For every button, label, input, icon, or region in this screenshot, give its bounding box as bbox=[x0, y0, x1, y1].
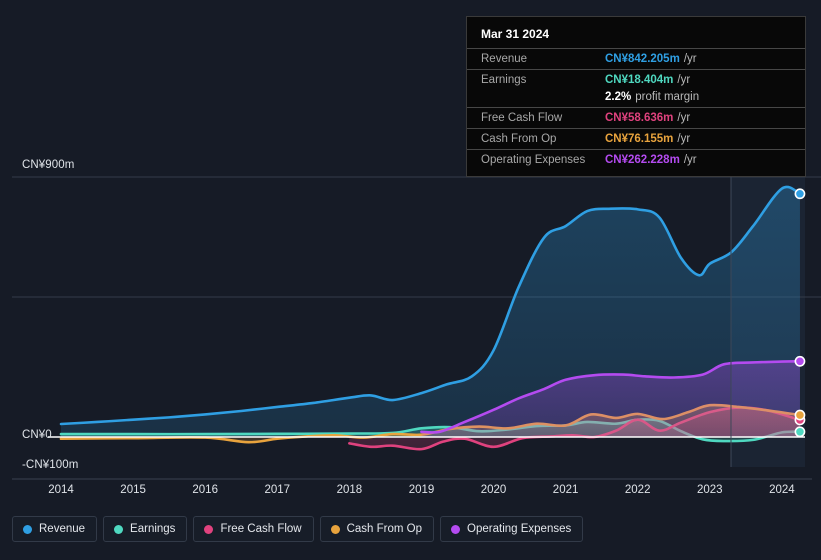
endpoint-dot-earnings[interactable] bbox=[794, 426, 806, 438]
legend-color-dot-icon bbox=[451, 524, 461, 534]
tooltip-row: Operating Expenses CN¥262.228m/yr bbox=[467, 149, 805, 170]
legend-item-label: Cash From Op bbox=[346, 523, 423, 535]
tooltip-row-suffix: /yr bbox=[683, 53, 697, 65]
tooltip-row-suffix: /yr bbox=[683, 154, 697, 166]
series-area-operating-expenses bbox=[421, 361, 800, 437]
x-axis-tick-2020: 2020 bbox=[480, 484, 507, 496]
tooltip-row: Free Cash Flow CN¥58.636m/yr bbox=[467, 107, 805, 128]
tooltip-row-value: CN¥58.636m bbox=[605, 112, 674, 124]
x-axis-tick-2018: 2018 bbox=[336, 484, 363, 496]
legend-item-operating-expenses[interactable]: Operating Expenses bbox=[440, 516, 584, 542]
financial-chart[interactable]: CN¥900m CN¥0 -CN¥100m 2014 2015 2016 2017 20… bbox=[0, 0, 821, 505]
x-axis-labels: 2014 2015 2016 2017 2018 2019 2020 2021 2022 2023… bbox=[0, 484, 821, 502]
endpoint-dot-cash-from-op[interactable] bbox=[794, 409, 806, 421]
x-axis-tick-2019: 2019 bbox=[408, 484, 435, 496]
tooltip-row-label: Earnings bbox=[481, 74, 527, 86]
endpoint-dot-operating-expenses[interactable] bbox=[794, 355, 806, 367]
legend-item-label: Earnings bbox=[130, 523, 176, 535]
tooltip-row-label: Free Cash Flow bbox=[481, 112, 563, 124]
tooltip-date: Mar 31 2024 bbox=[481, 27, 550, 41]
tooltip-row-suffix: /yr bbox=[677, 112, 691, 124]
endpoint-markers bbox=[794, 188, 806, 438]
tooltip-row-value: CN¥262.228m bbox=[605, 154, 680, 166]
tooltip-row: Cash From Op CN¥76.155m/yr bbox=[467, 128, 805, 149]
tooltip-row-label: Revenue bbox=[481, 53, 528, 65]
tooltip-row: 2.2% profit margin bbox=[467, 90, 805, 107]
legend-color-dot-icon bbox=[330, 524, 340, 534]
endpoint-dot-revenue[interactable] bbox=[794, 188, 806, 200]
tooltip-row-suffix: /yr bbox=[677, 133, 691, 145]
series-line-operating-expenses[interactable] bbox=[420, 360, 802, 434]
tooltip-row: Earnings CN¥18.404m/yr bbox=[467, 69, 805, 90]
chart-canvas[interactable] bbox=[0, 0, 821, 505]
tooltip-rows: Revenue CN¥842.205m/yr Earnings CN¥18.404m /… bbox=[467, 48, 805, 170]
legend-item-label: Operating Expenses bbox=[467, 523, 572, 535]
x-axis-tick-2016: 2016 bbox=[192, 484, 218, 496]
legend-color-dot-icon bbox=[23, 524, 32, 534]
x-axis-tick-2023: 2023 bbox=[697, 484, 723, 496]
chart-legend[interactable]: Revenue Earnings Free Cash Flow Cash From O… bbox=[12, 516, 584, 542]
legend-item-label: Free Cash Flow bbox=[220, 523, 302, 535]
series-line-revenue[interactable] bbox=[59, 185, 802, 426]
legend-item-earnings[interactable]: Earnings bbox=[103, 516, 188, 542]
y-axis-top-label: CN¥900m bbox=[22, 159, 75, 171]
tooltip-row-value: CN¥842.205m bbox=[605, 53, 680, 65]
tooltip-row-suffix: /yr bbox=[677, 74, 691, 86]
legend-color-dot-icon bbox=[114, 524, 124, 534]
chart-tooltip: Mar 31 2024 Revenue CN¥842.205m/yr Earning… bbox=[466, 16, 806, 177]
tooltip-row-value: 2.2% bbox=[605, 91, 632, 103]
x-axis-tick-2024: 2024 bbox=[769, 484, 795, 496]
tooltip-row: Revenue CN¥842.205m/yr bbox=[467, 48, 805, 69]
x-axis-tick-2017: 2017 bbox=[264, 484, 291, 496]
x-axis-tick-2015: 2015 bbox=[120, 484, 146, 496]
legend-item-label: Revenue bbox=[39, 523, 86, 535]
tooltip-row-suffix: profit margin bbox=[635, 91, 700, 103]
x-axis-tick-2014: 2014 bbox=[48, 484, 74, 496]
tooltip-row-value: CN¥18.404m bbox=[605, 74, 674, 86]
series-layer bbox=[59, 185, 802, 451]
legend-item-free-cash-flow[interactable]: Free Cash Flow bbox=[193, 516, 314, 542]
y-axis-zero-label: CN¥0 bbox=[22, 429, 52, 441]
x-axis-tick-2022: 2022 bbox=[624, 484, 651, 496]
legend-item-revenue[interactable]: Revenue bbox=[12, 516, 98, 542]
y-axis-bottom-label: -CN¥100m bbox=[22, 459, 79, 471]
tooltip-row-label: Operating Expenses bbox=[481, 154, 586, 166]
x-axis-tick-2021: 2021 bbox=[552, 484, 579, 496]
tooltip-row-value: CN¥76.155m bbox=[605, 133, 674, 145]
legend-item-cash-from-op[interactable]: Cash From Op bbox=[319, 516, 435, 542]
tooltip-row-label: Cash From Op bbox=[481, 133, 557, 145]
legend-color-dot-icon bbox=[204, 524, 214, 534]
